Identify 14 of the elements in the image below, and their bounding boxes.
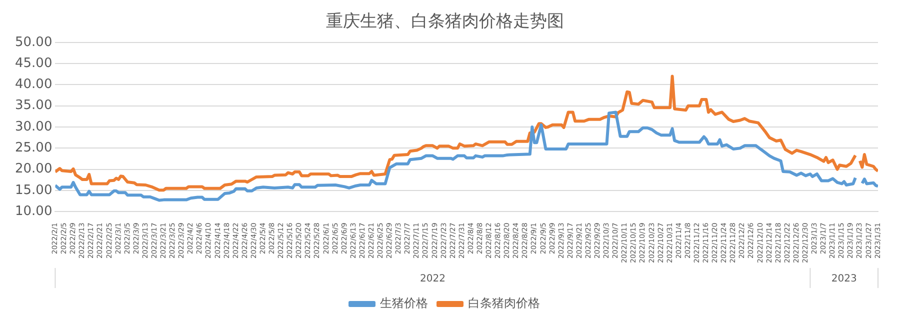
text: 2023: [831, 274, 857, 285]
y-tick-label: 20.00: [15, 162, 52, 177]
y-tick-label: 10.00: [15, 204, 52, 220]
y-tick-label: 30.00: [15, 119, 52, 134]
y-tick-label: 45.00: [15, 56, 52, 71]
y-tick-label: 15.00: [15, 182, 52, 198]
y-tick-label: 40.00: [15, 77, 52, 92]
text: 2022: [420, 274, 446, 285]
legend-label: 生猪价格: [380, 296, 428, 310]
y-tick-label: 25.00: [15, 140, 52, 156]
chart-title: 重庆生猪、白条猪肉价格走势图: [326, 12, 564, 32]
y-tick-label: 50.00: [15, 34, 52, 50]
legend-label: 白条猪肉价格: [468, 296, 540, 310]
y-tick-label: 35.00: [15, 98, 52, 114]
